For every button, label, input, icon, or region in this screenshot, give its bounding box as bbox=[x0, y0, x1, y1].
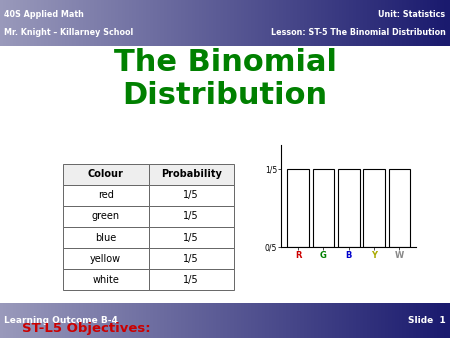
Text: 1/5: 1/5 bbox=[184, 233, 199, 243]
Text: blue: blue bbox=[95, 233, 117, 243]
Bar bbox=[288, 169, 309, 247]
Text: 1/5: 1/5 bbox=[184, 275, 199, 285]
Bar bbox=[363, 169, 385, 247]
Text: 40S Applied Math: 40S Applied Math bbox=[4, 10, 85, 19]
Bar bbox=[148, 206, 234, 227]
Text: red: red bbox=[98, 190, 114, 200]
Text: G: G bbox=[320, 250, 327, 260]
Bar bbox=[148, 269, 234, 290]
Text: Lesson: ST-5 The Binomial Distribution: Lesson: ST-5 The Binomial Distribution bbox=[270, 28, 446, 37]
Bar bbox=[389, 169, 410, 247]
Text: green: green bbox=[92, 212, 120, 221]
Bar bbox=[63, 269, 148, 290]
Bar bbox=[63, 164, 148, 185]
Text: Learning Outcome B-4: Learning Outcome B-4 bbox=[4, 316, 118, 325]
Text: R: R bbox=[295, 250, 302, 260]
Bar bbox=[338, 169, 360, 247]
Text: Colour: Colour bbox=[88, 169, 124, 179]
Text: yellow: yellow bbox=[90, 254, 122, 264]
Text: 1/5: 1/5 bbox=[184, 254, 199, 264]
Bar bbox=[313, 169, 334, 247]
Bar bbox=[63, 248, 148, 269]
Text: B: B bbox=[346, 250, 352, 260]
Text: 1/5: 1/5 bbox=[184, 190, 199, 200]
Text: The Binomial
Distribution: The Binomial Distribution bbox=[113, 48, 337, 110]
Text: ST-L5 Objectives:: ST-L5 Objectives: bbox=[22, 322, 151, 335]
Bar bbox=[63, 227, 148, 248]
Text: Mr. Knight – Killarney School: Mr. Knight – Killarney School bbox=[4, 28, 134, 37]
Bar bbox=[148, 248, 234, 269]
Text: W: W bbox=[395, 250, 404, 260]
Text: Unit: Statistics: Unit: Statistics bbox=[378, 10, 446, 19]
Text: white: white bbox=[92, 275, 119, 285]
Text: Probability: Probability bbox=[161, 169, 222, 179]
Bar bbox=[63, 185, 148, 206]
Bar bbox=[148, 227, 234, 248]
Bar bbox=[148, 164, 234, 185]
Text: 1/5: 1/5 bbox=[184, 212, 199, 221]
Text: Y: Y bbox=[371, 250, 377, 260]
Text: Slide  1: Slide 1 bbox=[408, 316, 446, 325]
Bar bbox=[148, 185, 234, 206]
Bar bbox=[63, 206, 148, 227]
